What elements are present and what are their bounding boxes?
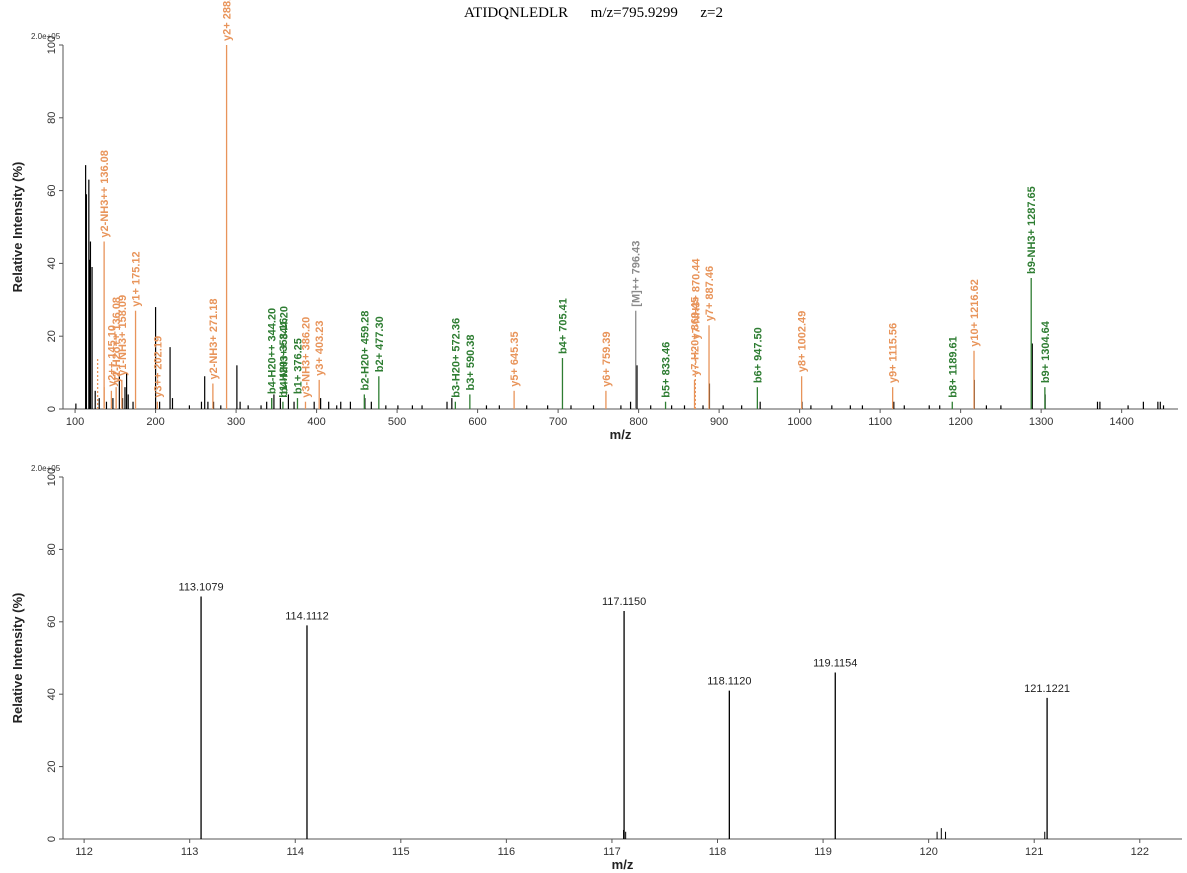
ion-label-b: b6+ 947.50	[752, 327, 764, 383]
ion-label-b: b5+ 833.46	[661, 342, 673, 398]
y-tick-label: 20	[46, 330, 58, 342]
reporter-peak-label: 119.1154	[813, 657, 857, 669]
ion-label-y: y6+ 759.39	[601, 331, 613, 386]
y-axis-title: Relative Intensity (%)	[10, 593, 25, 724]
x-tick-label: 119	[814, 846, 832, 858]
ion-label-y: y2++ 145.10	[106, 325, 118, 387]
ion-label-y: y7-NH3+ 870.44	[690, 258, 702, 340]
x-axis-title: m/z	[610, 427, 632, 442]
x-tick-label: 200	[146, 416, 164, 428]
x-tick-label: 1100	[868, 416, 892, 428]
y-tick-label: 80	[46, 112, 58, 124]
ion-label-y: y3-NH3+ 386.20	[300, 317, 312, 398]
x-tick-label: 400	[307, 416, 325, 428]
y-tick-label: 60	[46, 184, 58, 196]
x-tick-label: 300	[227, 416, 245, 428]
x-tick-label: 1300	[1029, 416, 1053, 428]
ion-label-y: y1-NH3+ 158.09	[117, 295, 129, 376]
reporter-peak-label: 114.1112	[285, 610, 328, 622]
y-tick-label: 20	[46, 760, 58, 772]
y-tick-label: 100	[46, 36, 58, 54]
intensity-scale-label: 2.0e+05	[31, 32, 61, 41]
spectrum-title: ATIDQNLEDLR m/z=795.9299 z=2	[0, 5, 1187, 22]
ion-label-y: y1+ 175.12	[131, 251, 143, 306]
x-tick-label: 113	[181, 846, 199, 858]
ion-label-b: b2+ 477.30	[374, 316, 386, 372]
ion-label-b: b3+ 590.38	[465, 334, 477, 390]
x-tick-label: 117	[603, 846, 621, 858]
x-tick-label: 120	[919, 846, 937, 858]
ion-label-y: y7-H20+ 869.45	[690, 297, 702, 376]
y-tick-label: 80	[46, 543, 58, 555]
precursor-charge: z=2	[700, 5, 723, 21]
y-tick-label: 40	[46, 688, 58, 700]
reporter-peak-label: 113.1079	[179, 581, 224, 593]
x-tick-label: 1400	[1109, 416, 1133, 428]
ion-label-y: y2+ 288.20	[222, 0, 234, 41]
ion-label-y: y8+ 1002.49	[797, 311, 809, 372]
ion-label-y: y2-H2o++ 136.08	[111, 297, 123, 383]
ion-label-y: y10+ 1216.62	[969, 279, 981, 347]
peptide-sequence: ATIDQNLEDLR	[464, 5, 569, 21]
reporter-peak-label: 117.1150	[602, 596, 646, 608]
ion-label-y: y5+ 645.35	[509, 331, 521, 386]
ion-label-b: b4-H20++ 344.20	[267, 308, 279, 394]
reporter-peak-label: 118.1120	[707, 676, 751, 688]
x-tick-label: 116	[498, 846, 516, 858]
y-tick-label: 0	[46, 836, 58, 842]
ion-label-y: y9+ 1115.56	[888, 323, 900, 383]
y-tick-label: 100	[46, 468, 58, 486]
ion-label-y: y3+ 403.23	[314, 321, 326, 376]
x-tick-label: 114	[286, 846, 304, 858]
x-tick-label: 1200	[948, 416, 972, 428]
x-tick-label: 100	[66, 416, 84, 428]
x-tick-label: 118	[709, 846, 727, 858]
ion-label-b: b8+ 1189.61	[947, 336, 959, 397]
x-tick-label: 112	[75, 846, 93, 858]
reporter-peak-label: 121.1221	[1024, 683, 1070, 695]
x-tick-label: 700	[549, 416, 567, 428]
x-tick-label: 800	[629, 416, 647, 428]
y-tick-label: 0	[46, 406, 58, 412]
x-tick-label: 500	[388, 416, 406, 428]
x-tick-label: 115	[392, 846, 410, 858]
y-tick-label: 40	[46, 257, 58, 269]
x-tick-label: 900	[710, 416, 728, 428]
x-tick-label: 1000	[787, 416, 811, 428]
ion-label-b: b2-H20+ 459.28	[359, 311, 371, 391]
ion-label-y: y3++ 202.19	[152, 336, 164, 398]
ion-label-b: b1+ 376.25	[292, 338, 304, 394]
x-tick-label: 122	[1131, 846, 1149, 858]
ion-label-b: b1-H20+ 358.16	[278, 318, 290, 398]
precursor-mz: m/z=795.9299	[590, 5, 678, 21]
ion-label-y: y2-NH3++ 136.08	[99, 150, 111, 237]
intensity-scale-label: 2.0e+05	[31, 464, 61, 473]
ion-label-b: b9-NH3+ 1287.65	[1026, 186, 1038, 274]
ion-label-b: b3-H20+ 572.36	[450, 318, 462, 398]
ion-label-precursor: [M]++ 796.43	[631, 241, 643, 307]
ion-label-y: y2-NH3+ 271.18	[208, 298, 220, 379]
ion-label-b: b4-NH3++ 344.20	[279, 306, 291, 394]
ion-label-b: b4+ 705.41	[557, 298, 569, 354]
ion-label-b: b9+ 1304.64	[1040, 320, 1052, 383]
y-axis-title: Relative Intensity (%)	[10, 162, 25, 293]
ion-label-y: y1-H	[111, 359, 123, 383]
y-tick-label: 60	[46, 616, 58, 628]
x-axis-title: m/z	[612, 857, 634, 872]
x-tick-label: 600	[468, 416, 486, 428]
x-tick-label: 121	[1025, 846, 1043, 858]
ion-label-y: y7+ 887.46	[704, 266, 716, 321]
